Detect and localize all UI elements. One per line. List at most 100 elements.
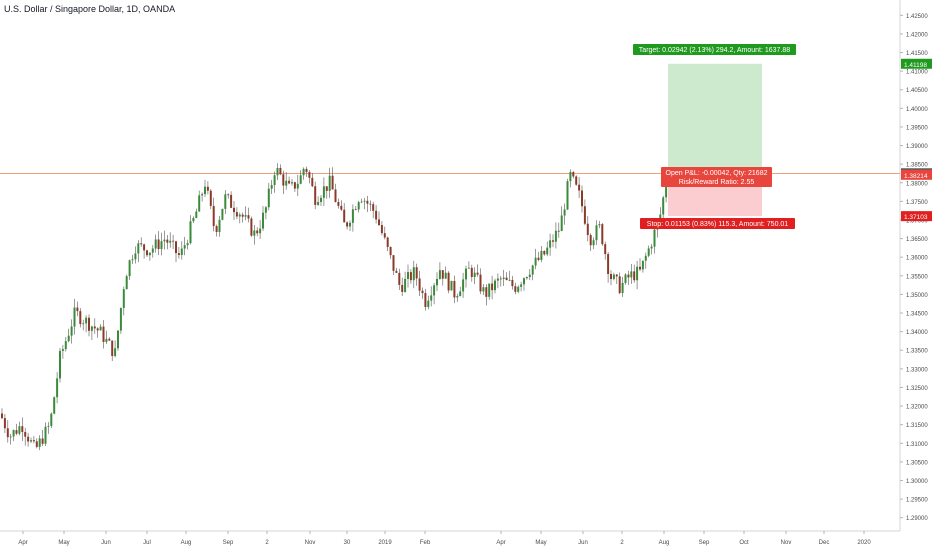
candle-body (395, 270, 398, 273)
candle-body (346, 222, 349, 227)
candle-body (157, 239, 160, 250)
candle-body (206, 186, 209, 191)
candle-body (311, 177, 314, 187)
candle-body (18, 426, 21, 434)
candle-body (50, 413, 53, 426)
candle-body (233, 207, 235, 213)
candle-body (9, 436, 12, 438)
entry-price-tag: 1.38214 (904, 173, 928, 180)
time-tick-label: Apr (496, 540, 505, 546)
candle-body (572, 171, 575, 177)
candle-body (172, 240, 175, 242)
candle-body (15, 430, 18, 434)
time-tick-label: 2019 (378, 540, 392, 546)
price-tick-label: 1.42000 (906, 32, 928, 38)
pnl-label: Open P&L: -0.00042, Qty: 21682 (666, 170, 768, 177)
candle-body (293, 182, 296, 189)
candle-body (546, 247, 549, 255)
candle-body (467, 267, 470, 269)
target-price-tag: 1.41198 (904, 62, 927, 69)
candle-body (383, 233, 386, 238)
stop-price-tag: 1.37103 (904, 214, 928, 221)
candle-body (459, 291, 462, 297)
candle-body (552, 240, 554, 242)
candle-body (505, 277, 508, 281)
candle-body (88, 317, 90, 331)
candle-body (343, 209, 346, 223)
candle-body (650, 246, 653, 249)
candle-body (93, 326, 96, 329)
candle-body (540, 250, 543, 260)
candle-body (148, 252, 151, 256)
candle-body (525, 277, 528, 279)
time-tick-label: Jul (143, 540, 151, 546)
candle-body (476, 272, 479, 275)
candle-body (1, 413, 3, 419)
candle-body (267, 188, 270, 208)
candle-body (482, 287, 485, 292)
time-tick-label: Jun (101, 540, 111, 546)
candle-body (427, 300, 430, 308)
candle-body (128, 260, 131, 277)
candle-body (641, 260, 644, 270)
candle-body (41, 438, 44, 444)
price-tick-label: 1.40000 (906, 107, 928, 113)
candle-body (360, 201, 363, 203)
candle-body (317, 201, 320, 205)
candle-body (137, 243, 140, 254)
candle-body (154, 239, 157, 249)
candle-body (111, 340, 114, 357)
candle-body (32, 440, 35, 442)
candle-body (517, 286, 520, 292)
time-tick-label: Sep (699, 540, 710, 546)
candle-body (227, 194, 230, 196)
price-tick-label: 1.37500 (906, 200, 928, 206)
candle-body (322, 186, 325, 198)
time-tick-label: Feb (420, 540, 431, 546)
candle-body (264, 207, 267, 213)
candle-body (325, 186, 328, 191)
candle-body (99, 326, 102, 331)
candle-body (415, 267, 418, 279)
candle-body (441, 270, 444, 279)
candle-body (615, 274, 618, 277)
candle-body (386, 237, 389, 247)
time-tick-label: Jun (578, 540, 588, 546)
candle-body (502, 277, 505, 280)
candle-body (308, 172, 311, 178)
chart-title: U.S. Dollar / Singapore Dollar, 1D, OAND… (4, 4, 176, 14)
candle-body (378, 219, 380, 226)
price-tick-label: 1.30500 (906, 460, 928, 466)
candle-body (253, 230, 256, 236)
time-tick-label: Sep (223, 540, 234, 546)
candle-body (612, 274, 615, 280)
candle-body (354, 209, 357, 211)
stop-label-bg (640, 218, 795, 229)
candle-body (186, 243, 189, 246)
candle-body (24, 431, 27, 437)
candle-body (85, 317, 88, 324)
target-label: Target: 0.02942 (2.13%) 294.2, Amount: 1… (639, 47, 790, 54)
candle-body (366, 200, 369, 204)
candle-body (433, 285, 436, 296)
candle-body (27, 436, 30, 442)
candle-body (82, 323, 85, 325)
price-tick-label: 1.30000 (906, 479, 928, 485)
candle-body (430, 295, 433, 301)
candle-body (534, 257, 537, 266)
candle-body (659, 214, 662, 222)
candle-body (583, 206, 586, 224)
candle-body (175, 241, 177, 254)
time-tick-label: May (58, 540, 69, 546)
price-tick-label: 1.41500 (906, 51, 928, 57)
time-tick-label: Aug (659, 540, 670, 546)
candle-body (630, 271, 633, 278)
price-tick-label: 1.29000 (906, 516, 928, 522)
candle-body (595, 225, 598, 241)
candle-body (627, 274, 630, 278)
price-tick-label: 1.35500 (906, 274, 928, 280)
price-tick-label: 1.33000 (906, 367, 928, 373)
candle-body (621, 282, 624, 294)
time-tick-label: Aug (181, 540, 192, 546)
